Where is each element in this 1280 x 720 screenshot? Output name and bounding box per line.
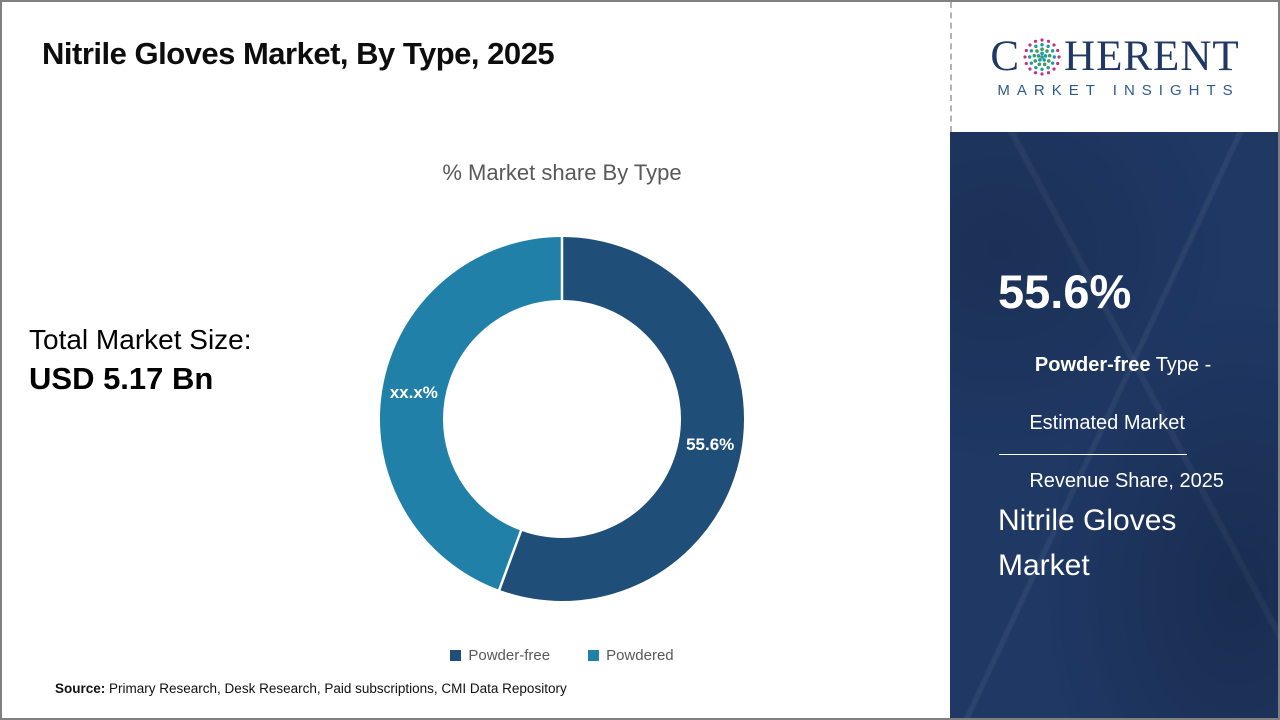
legend-label-powdered: Powdered	[606, 647, 674, 664]
legend-label-powder-free: Powder-free	[468, 647, 551, 664]
donut-chart: 55.6% xx.x%	[379, 235, 745, 602]
chart-title: % Market share By Type	[442, 160, 682, 185]
total-market-size: Total Market Size: USD 5.17 Bn	[29, 324, 252, 397]
slice-label-powdered: xx.x%	[389, 382, 438, 402]
source-text: Primary Research, Desk Research, Paid su…	[105, 681, 567, 696]
source-label: Source:	[55, 681, 106, 696]
dotted-globe-icon	[1023, 37, 1061, 76]
sidebar-market-name: Nitrile Gloves Market	[998, 504, 1177, 582]
logo-letter-c: C	[990, 33, 1021, 80]
total-market-size-value: USD 5.17 Bn	[29, 361, 214, 396]
sidebar-stat-rest: Type -	[1150, 354, 1212, 376]
donut-svg	[380, 235, 744, 601]
legend-item-powdered: Powdered	[588, 647, 674, 664]
sidebar-divider	[999, 454, 1187, 455]
logo-subtitle: MARKET INSIGHTS	[997, 82, 1240, 99]
sidebar-stat-bold: Powder-free	[1029, 354, 1151, 376]
coherent-logo: C HERENT MARKET INSIGHTS	[950, 2, 1278, 132]
sidebar-stat-description: Powder-free Type - Estimated Market Reve…	[996, 322, 1236, 525]
sidebar-stat-value: 55.6%	[998, 265, 1132, 318]
page-title: Nitrile Gloves Market, By Type, 2025	[42, 36, 555, 71]
legend-swatch-powder-free	[450, 650, 462, 661]
logo-letters-rest: HERENT	[1064, 33, 1240, 80]
slice-label-powder-free: 55.6%	[686, 435, 735, 455]
logo-wordmark: C HERENT	[990, 35, 1239, 78]
legend-swatch-powdered	[588, 650, 600, 661]
legend-item-powder-free: Powder-free	[450, 647, 550, 664]
source-line: Source: Primary Research, Desk Research,…	[40, 666, 567, 711]
total-market-size-label: Total Market Size:	[29, 324, 252, 355]
sidebar: 55.6% Powder-free Type - Estimated Marke…	[950, 132, 1278, 718]
sidebar-stat-line3: Revenue Share, 2025	[1029, 470, 1224, 492]
chart-legend: Powder-free Powdered	[242, 647, 882, 664]
sidebar-stat-line2: Estimated Market	[1029, 412, 1185, 434]
